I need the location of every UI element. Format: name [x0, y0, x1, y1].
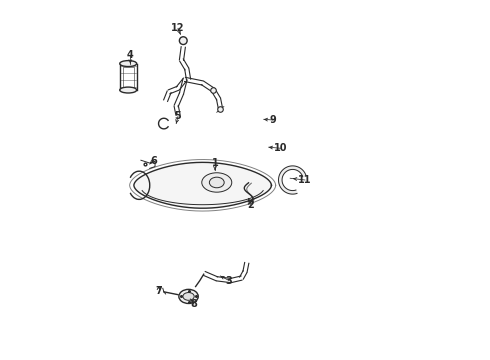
Text: 5: 5 [174, 112, 181, 121]
Text: 4: 4 [127, 50, 134, 60]
Polygon shape [134, 162, 271, 208]
Text: 2: 2 [247, 200, 254, 210]
Ellipse shape [183, 293, 194, 300]
Text: 7: 7 [155, 286, 162, 296]
Ellipse shape [209, 177, 224, 188]
Ellipse shape [120, 60, 137, 67]
Text: 9: 9 [270, 115, 276, 125]
Text: 8: 8 [191, 299, 197, 309]
Text: 11: 11 [298, 175, 312, 185]
Polygon shape [278, 166, 306, 194]
Ellipse shape [202, 173, 232, 192]
Text: 12: 12 [171, 23, 185, 33]
Ellipse shape [179, 289, 198, 303]
Text: 6: 6 [150, 156, 157, 166]
Text: 3: 3 [226, 275, 232, 285]
Text: 1: 1 [212, 158, 219, 168]
Ellipse shape [120, 87, 137, 93]
Ellipse shape [179, 37, 187, 45]
Text: 10: 10 [273, 143, 287, 153]
